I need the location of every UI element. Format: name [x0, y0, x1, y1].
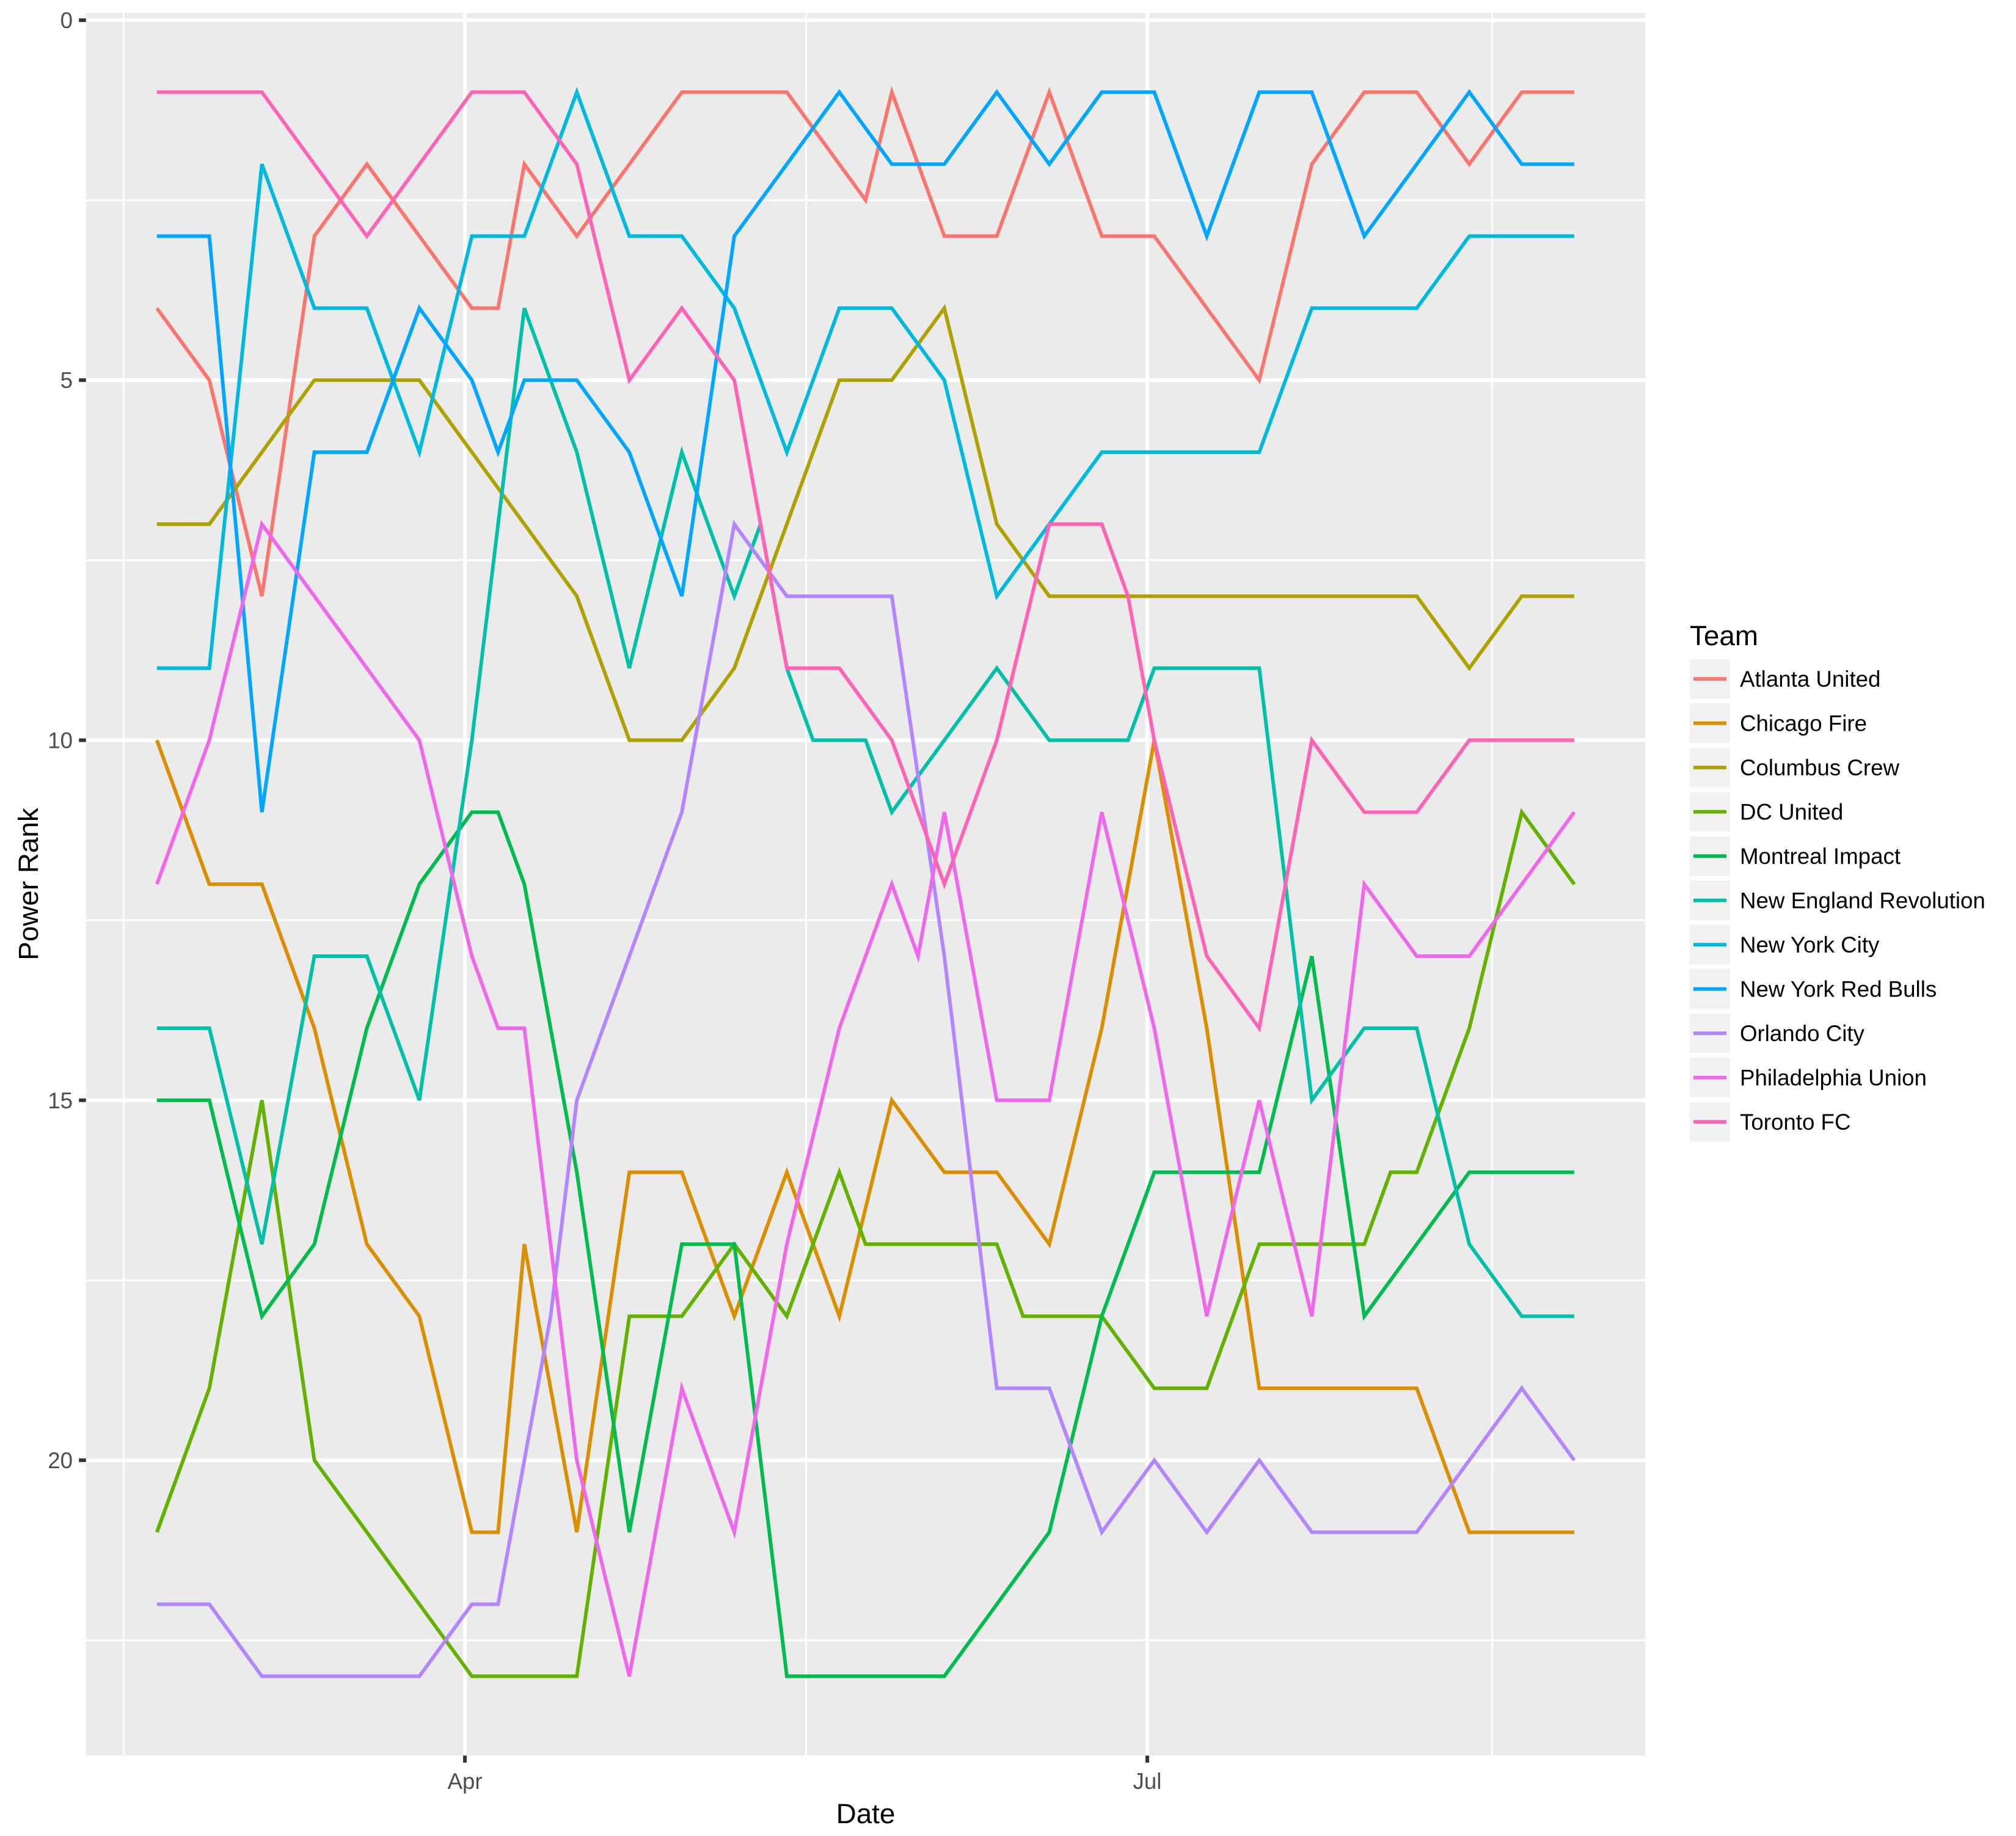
svg-text:Toronto FC: Toronto FC [1740, 1110, 1850, 1135]
svg-text:Montreal Impact: Montreal Impact [1740, 844, 1901, 869]
svg-text:Team: Team [1690, 620, 1758, 651]
svg-text:New England Revolution: New England Revolution [1740, 888, 1985, 913]
svg-text:20: 20 [48, 1448, 73, 1473]
svg-text:Chicago Fire: Chicago Fire [1740, 711, 1867, 736]
svg-text:New York City: New York City [1740, 932, 1880, 957]
svg-text:Jul: Jul [1133, 1769, 1162, 1794]
svg-text:Columbus Crew: Columbus Crew [1740, 755, 1899, 780]
svg-text:10: 10 [48, 728, 73, 753]
svg-text:Date: Date [836, 1798, 896, 1829]
svg-text:15: 15 [48, 1088, 73, 1113]
svg-text:DC United: DC United [1740, 800, 1843, 825]
svg-text:Atlanta United: Atlanta United [1740, 667, 1880, 692]
svg-text:0: 0 [60, 8, 73, 33]
svg-text:Philadelphia Union: Philadelphia Union [1740, 1066, 1927, 1091]
svg-text:Apr: Apr [447, 1769, 482, 1794]
svg-text:New York Red Bulls: New York Red Bulls [1740, 977, 1937, 1002]
svg-text:Power Rank: Power Rank [13, 808, 44, 960]
svg-text:5: 5 [60, 368, 73, 393]
svg-text:Orlando City: Orlando City [1740, 1021, 1865, 1046]
